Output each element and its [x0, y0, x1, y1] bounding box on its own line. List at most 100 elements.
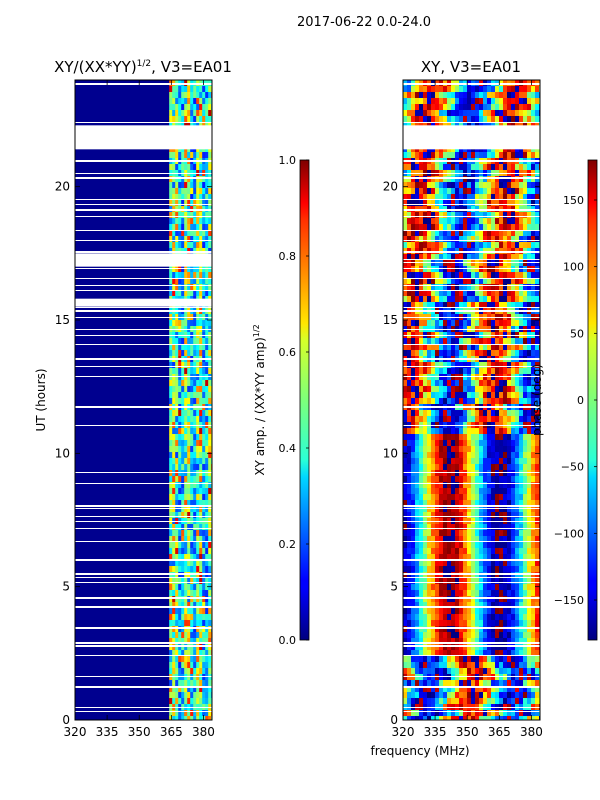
phase-cell — [443, 572, 448, 579]
phase-cell — [403, 284, 408, 291]
amplitude-cell — [208, 716, 212, 720]
phase-cell — [531, 116, 536, 123]
phase-cell — [515, 548, 520, 555]
amplitude-cell — [208, 524, 212, 531]
phase-cell — [467, 122, 472, 129]
amplitude-cell — [175, 446, 179, 453]
phase-cell — [475, 608, 480, 615]
phase-cell — [527, 452, 532, 459]
phase-cell — [523, 548, 528, 555]
phase-cell — [483, 392, 488, 399]
phase-cell — [407, 350, 412, 357]
amplitude-cell — [190, 416, 194, 423]
phase-cell — [535, 500, 540, 507]
phase-cell — [447, 584, 452, 591]
phase-cell — [455, 176, 460, 183]
phase-cell — [471, 554, 476, 561]
phase-cell — [475, 452, 480, 459]
amplitude-cell — [172, 410, 176, 417]
phase-cell — [439, 362, 444, 369]
amplitude-cell — [187, 668, 191, 675]
scan-gap — [75, 290, 212, 291]
amplitude-cell — [181, 608, 185, 615]
phase-cell — [419, 350, 424, 357]
phase-cell — [535, 260, 540, 267]
phase-cell — [451, 548, 456, 555]
amplitude-cell — [181, 440, 185, 447]
phase-cell — [403, 338, 408, 345]
amplitude-cell — [193, 92, 197, 99]
amplitude-cell — [205, 530, 209, 537]
phase-cell — [519, 614, 524, 621]
phase-cell — [495, 284, 500, 291]
phase-cell — [439, 152, 444, 159]
scan-gap — [75, 642, 212, 644]
phase-cell — [427, 572, 432, 579]
phase-cell — [499, 302, 504, 309]
phase-cell — [495, 608, 500, 615]
phase-cell — [487, 98, 492, 105]
phase-cell — [439, 464, 444, 471]
phase-cell — [531, 260, 536, 267]
phase-cell — [439, 320, 444, 327]
amplitude-cell — [193, 440, 197, 447]
amplitude-cell — [196, 386, 200, 393]
phase-cell — [475, 494, 480, 501]
phase-cell — [475, 458, 480, 465]
amplitude-cell — [208, 380, 212, 387]
phase-cell — [427, 164, 432, 171]
amplitude-cell — [193, 662, 197, 669]
amplitude-cell — [172, 278, 176, 285]
phase-cell — [523, 176, 528, 183]
amplitude-cell — [187, 656, 191, 663]
phase-cell — [403, 584, 408, 591]
phase-cell — [435, 416, 440, 423]
phase-cell — [471, 464, 476, 471]
phase-cell — [523, 374, 528, 381]
phase-cell — [431, 164, 436, 171]
amplitude-cell — [181, 572, 185, 579]
phase-cell — [527, 578, 532, 585]
amplitude-cell — [199, 266, 203, 273]
phase-cell — [423, 272, 428, 279]
phase-cell — [427, 578, 432, 585]
amplitude-cell — [208, 470, 212, 477]
phase-cell — [483, 632, 488, 639]
phase-cell — [487, 434, 492, 441]
phase-cell — [411, 350, 416, 357]
phase-cell — [463, 230, 468, 237]
phase-cell — [491, 554, 496, 561]
phase-cell — [439, 230, 444, 237]
phase-cell — [507, 482, 512, 489]
phase-cell — [431, 500, 436, 507]
amplitude-cell — [196, 440, 200, 447]
phase-cell — [475, 632, 480, 639]
phase-cell — [475, 344, 480, 351]
phase-cell — [527, 440, 532, 447]
phase-cell — [403, 92, 408, 99]
phase-cell — [471, 86, 476, 93]
amplitude-cell — [193, 200, 197, 207]
amplitude-cell — [178, 272, 182, 279]
phase-cell — [519, 98, 524, 105]
amplitude-cell — [208, 428, 212, 435]
amplitude-cell — [193, 350, 197, 357]
phase-cell — [459, 200, 464, 207]
phase-cell — [527, 530, 532, 537]
phase-cell — [439, 434, 444, 441]
phase-cell — [431, 560, 436, 567]
phase-cell — [467, 212, 472, 219]
phase-cell — [495, 560, 500, 567]
phase-cell — [459, 266, 464, 273]
amplitude-axes-frame — [74, 79, 213, 721]
amplitude-cell — [187, 560, 191, 567]
phase-cell — [407, 602, 412, 609]
phase-cell — [427, 638, 432, 645]
scan-gap — [75, 406, 212, 408]
phase-cell — [463, 488, 468, 495]
amplitude-cell — [181, 590, 185, 597]
amplitude-cell — [175, 176, 179, 183]
amplitude-cell — [208, 626, 212, 633]
amplitude-cell — [208, 500, 212, 507]
phase-cell — [447, 296, 452, 303]
